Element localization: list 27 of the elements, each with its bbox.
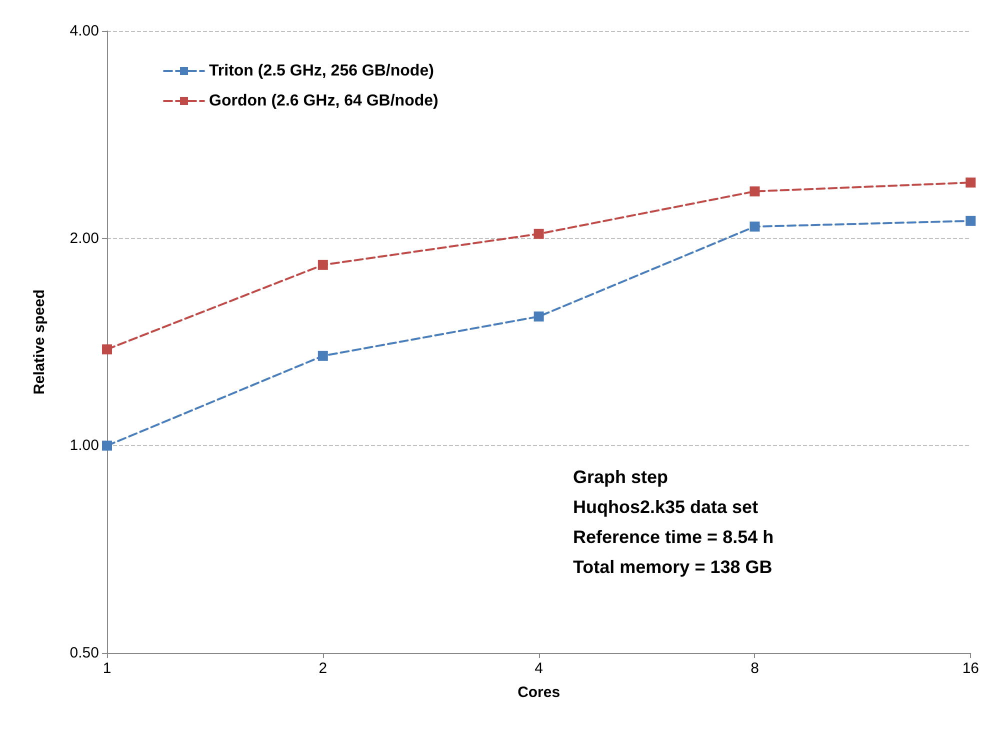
point <box>102 440 112 451</box>
point <box>750 186 760 196</box>
y-tick-label: 0.50 <box>70 644 99 662</box>
y-tick-label: 2.00 <box>70 230 99 247</box>
point <box>102 344 112 354</box>
annotation: Reference time = 8.54 h <box>573 527 774 547</box>
point <box>966 216 976 226</box>
y-tick-label: 1.00 <box>70 437 99 454</box>
annotation: Total memory = 138 GB <box>573 557 772 577</box>
x-axis-title: Cores <box>518 684 560 701</box>
point <box>966 178 976 188</box>
point <box>750 222 760 232</box>
x-tick-label: 8 <box>750 660 759 677</box>
point <box>318 350 328 361</box>
point <box>534 228 544 239</box>
x-tick-label: 1 <box>102 660 112 677</box>
y-axis-title: Relative speed <box>31 289 48 395</box>
point <box>534 312 544 322</box>
x-tick-label: 16 <box>962 660 979 677</box>
legend-label: Gordon (2.6 GHz, 64 GB/node) <box>209 92 438 110</box>
y-tick-label: 4.00 <box>70 22 99 40</box>
annotation: Huqhos2.k35 data set <box>573 497 758 517</box>
x-tick-label: 4 <box>534 660 543 677</box>
x-tick-label: 2 <box>318 660 328 677</box>
legend-label: Triton (2.5 GHz, 256 GB/node) <box>209 62 434 80</box>
annotation: Graph step <box>573 467 668 487</box>
point <box>318 260 328 270</box>
